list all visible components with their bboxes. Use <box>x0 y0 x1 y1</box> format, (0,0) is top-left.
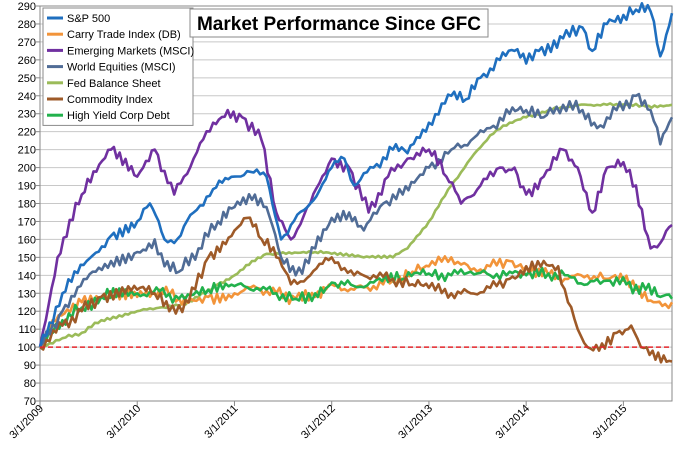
series-lines <box>38 1 674 364</box>
y-tick-label: 280 <box>18 19 36 31</box>
x-tick-label: 3/1/2013 <box>396 403 435 442</box>
y-tick-label: 190 <box>18 181 36 193</box>
y-tick-label: 110 <box>18 324 36 336</box>
y-tick-label: 170 <box>18 216 36 228</box>
legend-box <box>42 7 194 126</box>
x-tick-label: 3/1/2012 <box>299 403 338 442</box>
x-tick-label: 3/1/2011 <box>202 403 240 441</box>
y-tick-label: 90 <box>24 360 36 372</box>
y-tick-label: 270 <box>18 37 36 49</box>
series-line-commodity-index <box>39 216 673 364</box>
series-line-high-yield-corp-debt <box>38 266 674 348</box>
y-tick-label: 150 <box>18 252 36 264</box>
y-tick-label: 70 <box>24 396 36 408</box>
legend-label: Emerging Markets (MSCI) <box>67 45 194 57</box>
x-tick-label: 3/1/2014 <box>494 403 533 442</box>
series-line-world-equities-msci- <box>38 92 674 348</box>
y-tick-label: 220 <box>18 127 36 139</box>
x-tick-label: 3/1/2009 <box>7 403 46 442</box>
y-tick-label: 100 <box>18 342 36 354</box>
y-tick-label: 200 <box>18 163 36 175</box>
series-line-carry-trade-index-db- <box>39 255 674 349</box>
chart-title: Market Performance Since GFC <box>197 14 481 35</box>
x-tick-label: 3/1/2010 <box>105 403 144 442</box>
x-axis: 3/1/2009 3/1/2010 3/1/2011 3/1/2012 3/1/2013… <box>7 401 630 442</box>
y-tick-label: 160 <box>18 234 36 246</box>
y-tick-label: 260 <box>18 55 36 67</box>
legend-label: Commodity Index <box>67 94 153 106</box>
y-tick-label: 290 <box>18 1 36 13</box>
x-tick-label: 3/1/2015 <box>591 403 630 442</box>
y-tick-label: 80 <box>24 378 36 390</box>
legend-label: World Equities (MSCI) <box>67 62 176 74</box>
title-box: Market Performance Since GFC <box>189 8 489 38</box>
y-tick-label: 250 <box>18 73 36 85</box>
legend: S&P 500 Carry Trade Index (DB) Emerging Ma… <box>42 7 194 126</box>
y-tick-label: 230 <box>18 109 36 121</box>
series-line-s-p-500 <box>38 1 674 348</box>
legend-label: S&P 500 <box>67 13 110 25</box>
legend-label: Carry Trade Index (DB) <box>67 29 181 41</box>
y-tick-label: 130 <box>18 288 36 300</box>
y-tick-label: 240 <box>18 91 36 103</box>
y-tick-label: 140 <box>18 270 36 282</box>
series-line-emerging-markets-msci- <box>38 108 673 348</box>
legend-label: Fed Balance Sheet <box>67 78 161 90</box>
legend-label: High Yield Corp Debt <box>67 110 170 122</box>
y-tick-label: 180 <box>18 199 36 211</box>
y-tick-label: 210 <box>18 145 36 157</box>
y-tick-label: 120 <box>18 306 36 318</box>
y-axis: 70 80 90 100 110 120 130 140 150 160 170 180 190 200 2… <box>18 1 40 408</box>
